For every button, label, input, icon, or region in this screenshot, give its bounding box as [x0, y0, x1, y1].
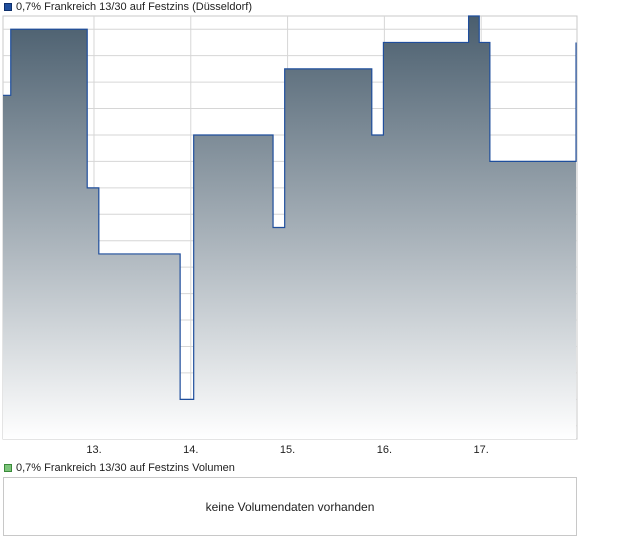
x-tick-label: 15. [280, 444, 295, 456]
price-legend-swatch [4, 3, 12, 11]
volume-panel: keine Volumendaten vorhanden [3, 477, 577, 536]
price-line [3, 15, 577, 400]
price-area [3, 16, 577, 439]
x-tick-label: 14. [183, 444, 198, 456]
legend-price: 0,7% Frankreich 13/30 auf Festzins (Düss… [4, 1, 252, 13]
x-tick-label: 16. [377, 444, 392, 456]
x-axis: 13. 14. 15. 16. 17. [86, 444, 488, 456]
x-tick-label: 13. [86, 444, 101, 456]
legend-volume: 0,7% Frankreich 13/30 auf Festzins Volum… [4, 462, 235, 474]
price-legend-label: 0,7% Frankreich 13/30 auf Festzins (Düss… [16, 1, 252, 13]
x-tick-label: 17. [474, 444, 489, 456]
volume-legend-swatch [4, 464, 12, 472]
volume-empty-message: keine Volumendaten vorhanden [205, 500, 375, 514]
price-chart: 100,72100,74100,76100,78100,80100,82100,… [2, 15, 578, 456]
volume-legend-label: 0,7% Frankreich 13/30 auf Festzins Volum… [16, 462, 235, 474]
